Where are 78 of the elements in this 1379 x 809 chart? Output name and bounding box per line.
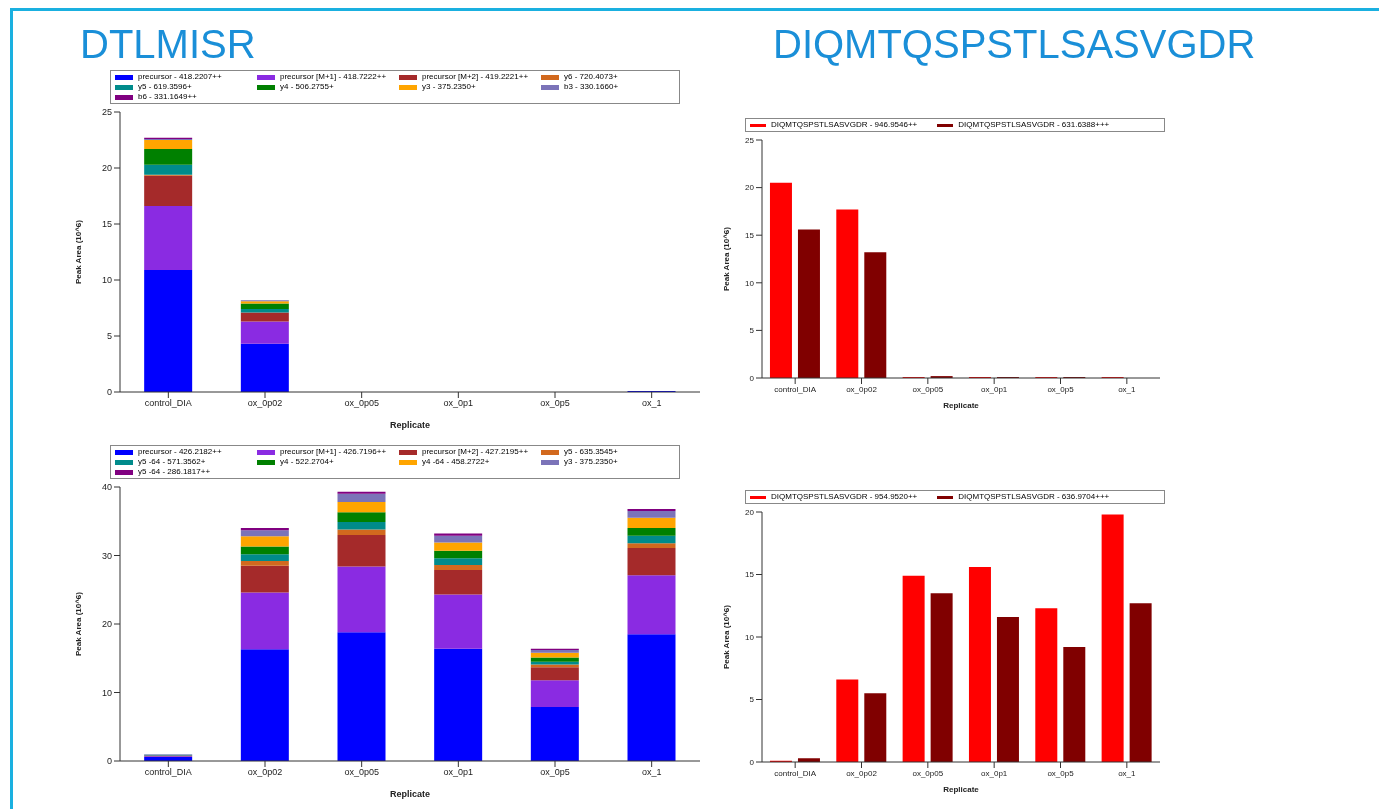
x-tick-label: ox_0p5 <box>540 398 570 409</box>
chart-title: DIQMTQSPSTLSASVGDR <box>772 21 1257 68</box>
y-tick-label: 0 <box>749 757 755 767</box>
y-tick-label: 10 <box>101 687 112 698</box>
x-tick-label: ox_1 <box>641 398 662 409</box>
x-axis-title: Replicate <box>943 785 980 794</box>
legend-label: b6 - 331.1649++ <box>138 92 197 102</box>
legend-label: y5 -64 - 571.3562+ <box>138 457 206 467</box>
y-tick-label: 0 <box>106 756 112 767</box>
x-tick-label: ox_0p02 <box>846 768 878 778</box>
x-tick-label: control_DIA <box>144 767 192 778</box>
x-tick-label: ox_0p5 <box>1047 384 1075 394</box>
y-axis-title: Peak Area (10^6) <box>721 604 731 669</box>
legend-label: y3 - 375.2350+ <box>564 457 618 467</box>
x-tick-label: ox_0p1 <box>443 398 474 409</box>
x-tick-label: control_DIA <box>774 768 817 778</box>
x-tick-label: ox_0p05 <box>912 768 944 778</box>
y-axis-title: Peak Area (10^6) <box>73 591 83 656</box>
x-axis-title: Replicate <box>389 420 431 430</box>
y-tick-label: 40 <box>101 482 112 493</box>
legend-label: y3 - 375.2350+ <box>422 82 476 92</box>
x-tick-label: ox_0p02 <box>846 384 878 394</box>
x-tick-label: ox_0p02 <box>247 398 283 409</box>
x-tick-label: ox_0p1 <box>981 384 1008 394</box>
x-tick-label: ox_1 <box>1118 384 1137 394</box>
legend-label: DIQMTQSPSTLSASVGDR - 636.9704+++ <box>958 492 1110 502</box>
y-tick-label: 15 <box>745 570 755 580</box>
y-tick-label: 20 <box>101 163 112 174</box>
legend-label: y4 -64 - 458.2722+ <box>422 457 490 467</box>
y-tick-label: 20 <box>745 183 755 193</box>
y-tick-label: 5 <box>749 695 755 705</box>
x-tick-label: ox_1 <box>1118 768 1137 778</box>
x-tick-label: control_DIA <box>144 398 192 409</box>
y-tick-label: 10 <box>745 632 755 642</box>
x-tick-label: ox_0p05 <box>912 384 944 394</box>
y-tick-label: 0 <box>106 387 112 398</box>
legend-label: precursor [M+2] - 427.2195++ <box>422 447 529 457</box>
y-tick-label: 10 <box>101 275 112 286</box>
y-axis-title: Peak Area (10^6) <box>721 226 731 291</box>
legend-label: y5 - 635.3545+ <box>564 447 618 457</box>
legend-label: DIQMTQSPSTLSASVGDR - 631.6388+++ <box>958 120 1110 130</box>
x-tick-label: ox_1 <box>641 767 662 778</box>
x-tick-label: ox_0p1 <box>981 768 1008 778</box>
x-tick-label: ox_0p05 <box>344 398 379 409</box>
legend-label: precursor - 426.2182++ <box>138 447 222 457</box>
x-tick-label: ox_0p05 <box>344 767 379 778</box>
legend-label: DIQMTQSPSTLSASVGDR - 954.9520++ <box>771 492 918 502</box>
legend-label: y6 - 720.4073+ <box>564 72 618 82</box>
y-tick-label: 25 <box>101 107 112 118</box>
x-tick-label: ox_0p5 <box>1047 768 1075 778</box>
legend-label: precursor [M+2] - 419.2221++ <box>422 72 529 82</box>
legend-label: b3 - 330.1660+ <box>564 82 619 92</box>
y-tick-label: 0 <box>749 373 755 383</box>
y-tick-label: 30 <box>101 550 112 561</box>
y-tick-label: 20 <box>101 619 112 630</box>
y-tick-label: 25 <box>745 135 755 145</box>
legend-label: DIQMTQSPSTLSASVGDR - 946.9546++ <box>771 120 918 130</box>
x-tick-label: ox_0p1 <box>443 767 474 778</box>
y-tick-label: 5 <box>106 331 112 342</box>
x-axis-title: Replicate <box>389 789 431 799</box>
x-tick-label: control_DIA <box>774 384 817 394</box>
x-axis-title: Replicate <box>943 401 980 410</box>
legend-label: y4 - 506.2755+ <box>280 82 334 92</box>
y-tick-label: 20 <box>745 507 755 517</box>
y-axis-title: Peak Area (10^6) <box>73 219 83 284</box>
y-tick-label: 15 <box>745 231 755 241</box>
y-tick-label: 15 <box>101 219 112 230</box>
x-tick-label: ox_0p02 <box>247 767 283 778</box>
legend-label: precursor [M+1] - 426.7196++ <box>280 447 387 457</box>
legend-label: precursor - 418.2207++ <box>138 72 222 82</box>
legend-label: precursor [M+1] - 418.7222++ <box>280 72 387 82</box>
y-tick-label: 10 <box>745 278 755 288</box>
legend-label: y5 - 619.3596+ <box>138 82 192 92</box>
y-tick-label: 5 <box>749 326 755 336</box>
x-tick-label: ox_0p5 <box>540 767 570 778</box>
legend-label: y4 - 522.2704+ <box>280 457 334 467</box>
legend-label: y5 -64 - 286.1817++ <box>138 467 211 477</box>
chart-title: DTLMISR <box>79 21 257 68</box>
